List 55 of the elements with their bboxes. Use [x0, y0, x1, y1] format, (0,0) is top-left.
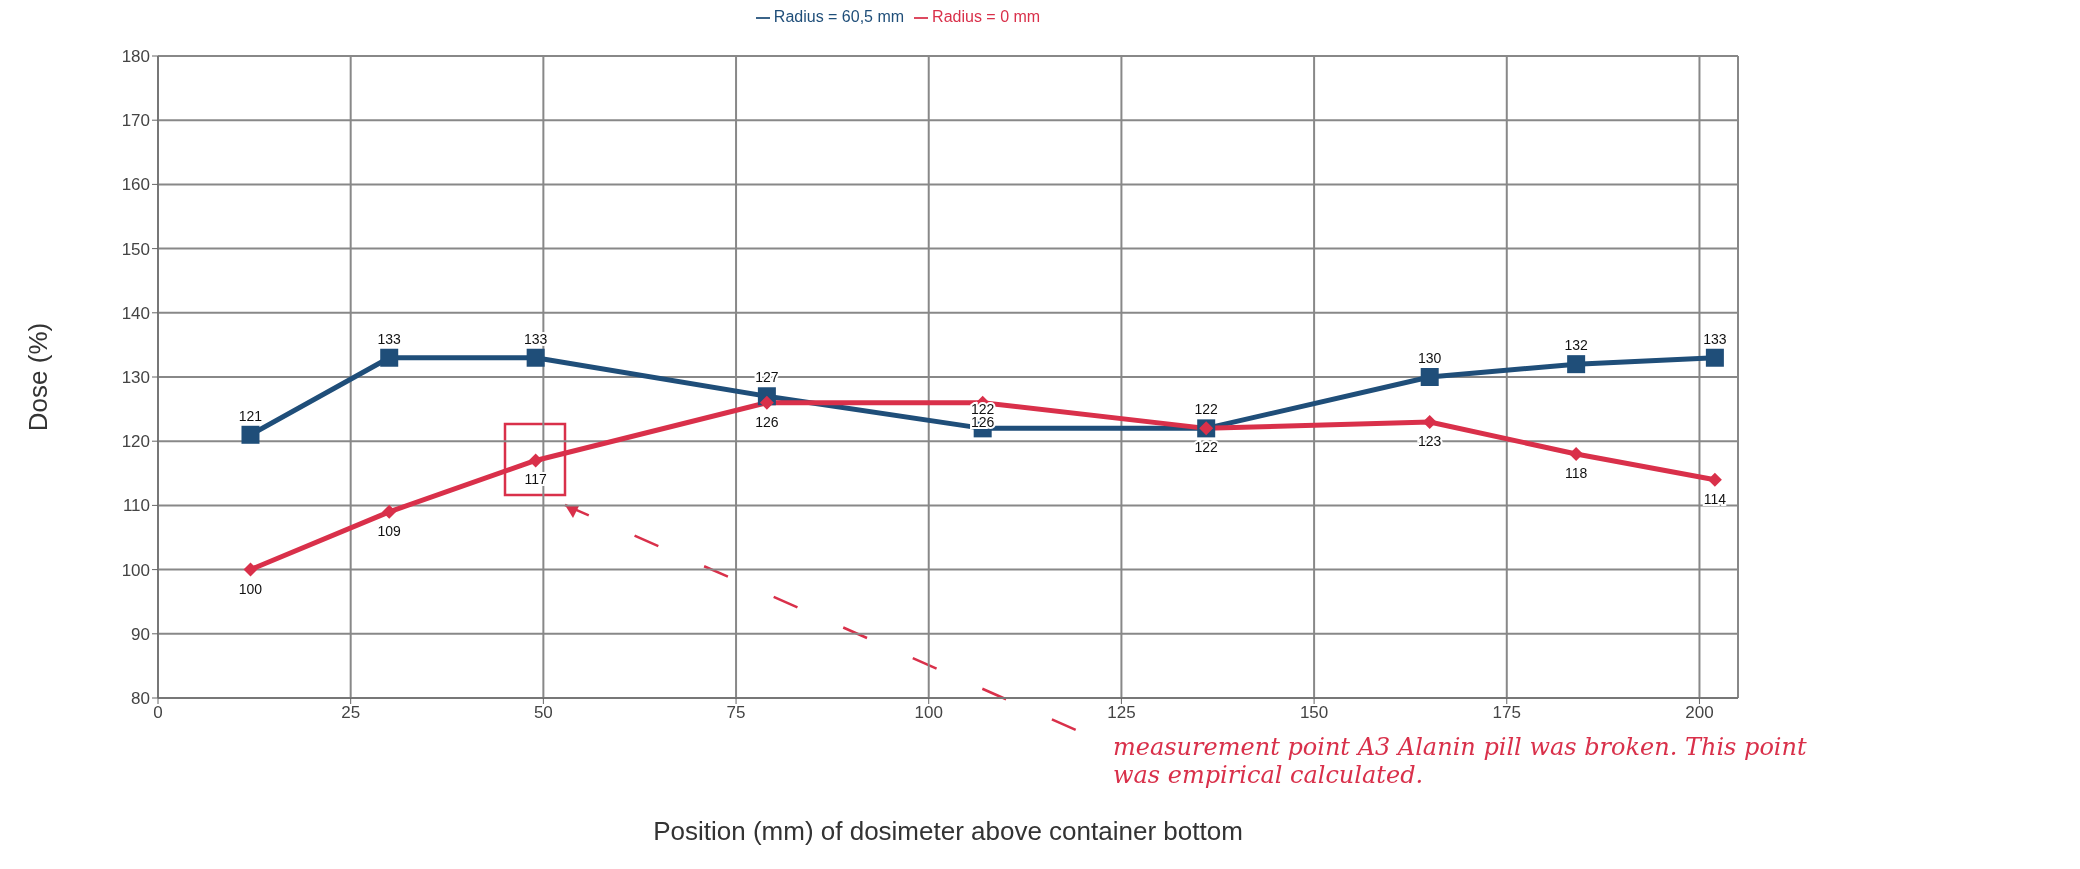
data-label: 132 [1564, 337, 1589, 354]
point [759, 395, 774, 410]
y-tick-label: 140 [121, 303, 150, 323]
y-tick-label: 90 [131, 624, 150, 644]
y-tick-label: 110 [122, 496, 150, 516]
x-tick-label: 25 [341, 703, 361, 723]
data-label: 109 [377, 522, 402, 539]
y-tick-label: 150 [121, 239, 150, 259]
data-label: 117 [524, 471, 548, 488]
point [382, 504, 397, 519]
y-tick-label: 180 [121, 47, 150, 67]
point [1422, 414, 1437, 429]
y-tick-label: 80 [131, 689, 150, 709]
data-label: 133 [1703, 330, 1727, 347]
x-tick-label: 100 [914, 703, 943, 723]
point [528, 453, 543, 468]
data-label: 127 [755, 369, 779, 386]
y-tick-label: 160 [121, 175, 150, 195]
point [1420, 368, 1439, 386]
x-tick-label: 175 [1492, 703, 1521, 723]
data-label: 122 [971, 401, 995, 418]
data-label: 130 [1418, 350, 1442, 366]
point [1707, 472, 1722, 487]
legend-label: Radius = 0 mm [932, 8, 1041, 25]
data-label: 121 [238, 407, 263, 424]
x-tick-label: 200 [1685, 703, 1714, 723]
data-label: 100 [238, 580, 263, 597]
point [526, 348, 545, 367]
x-tick-label: 50 [533, 703, 553, 723]
data-label: 122 [1194, 439, 1219, 456]
data-label: 133 [523, 330, 548, 347]
data-label: 122 [1194, 401, 1219, 418]
y-tick-label: 170 [121, 111, 150, 131]
data-label: 123 [1418, 432, 1442, 449]
point [1567, 355, 1586, 374]
y-tick-label: 130 [121, 368, 150, 388]
y-tick-label: 120 [121, 432, 150, 452]
text: measurement point A3 Alanin pill was broken. This point was empirical calculated. [1113, 733, 1808, 789]
y-tick-label: 100 [121, 560, 150, 580]
x-axis-title: Position (mm) of dosimeter above container bottom [653, 816, 1243, 846]
point [243, 562, 258, 577]
point [1705, 348, 1724, 367]
legend-label: Radius = 60,5 mm [773, 8, 905, 25]
data-label: 133 [377, 330, 402, 347]
point [380, 348, 399, 367]
point [241, 425, 260, 444]
x-tick-label: 125 [1107, 703, 1136, 723]
data-label: 118 [1564, 464, 1588, 481]
y-axis-title: Dose (%) [23, 322, 54, 432]
data-label: 126 [755, 413, 779, 430]
point [1569, 447, 1584, 462]
data-label: 114 [1703, 490, 1727, 507]
x-tick-label: 0 [153, 703, 163, 723]
x-tick-label: 75 [726, 703, 746, 723]
x-tick-label: 150 [1299, 703, 1329, 723]
